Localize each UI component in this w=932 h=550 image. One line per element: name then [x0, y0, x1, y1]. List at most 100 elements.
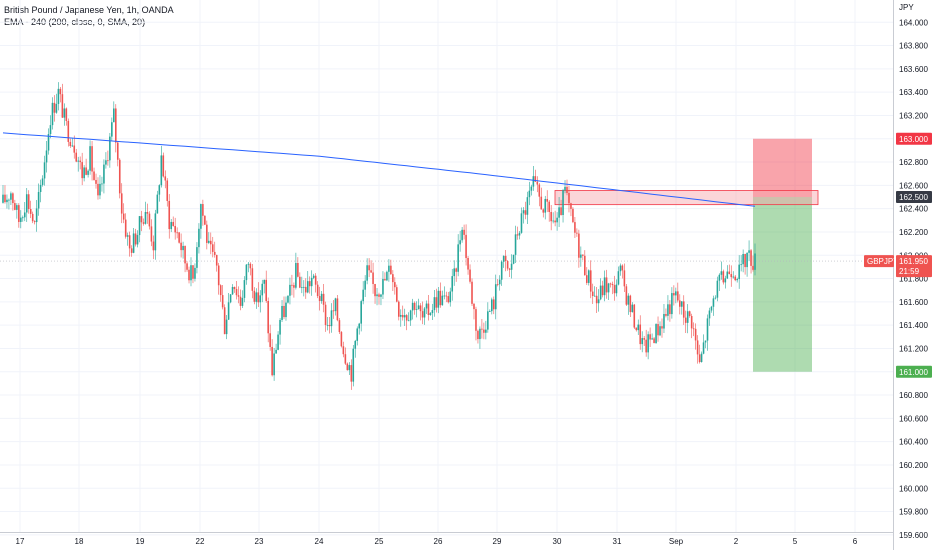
candle-body	[269, 333, 271, 347]
candle-body	[200, 204, 202, 229]
candle-body	[378, 294, 380, 297]
resistance-zone	[554, 190, 819, 206]
candle-body	[208, 240, 210, 243]
candle-body	[718, 274, 721, 281]
candle-body	[134, 233, 137, 245]
candle-body	[350, 365, 353, 382]
candle-body	[591, 291, 594, 297]
candle-body	[322, 293, 325, 305]
price-badge-target	[896, 365, 932, 378]
candle-body	[257, 292, 260, 303]
candle-body	[506, 261, 509, 269]
candle-body	[37, 192, 40, 209]
candle-body	[560, 207, 562, 216]
candle-body	[631, 304, 634, 313]
candle-body	[83, 167, 85, 179]
candle-body	[409, 310, 412, 321]
candle-body	[358, 323, 361, 329]
candle-body	[316, 284, 319, 297]
candle-body	[281, 305, 283, 320]
candle-body	[162, 155, 165, 177]
candle-body	[160, 155, 163, 186]
candle-body	[301, 286, 303, 288]
candle-body	[417, 305, 420, 310]
candle-body	[653, 338, 655, 344]
candle-body	[261, 283, 264, 296]
candle-body	[611, 283, 614, 286]
candle-body	[59, 88, 62, 95]
candle-body	[21, 217, 24, 219]
candle-body	[71, 145, 74, 147]
candle-body	[105, 160, 107, 165]
x-tick-label: 6	[853, 537, 858, 546]
candle-body	[63, 108, 66, 118]
candle-body	[477, 330, 479, 340]
candle-body	[29, 209, 32, 214]
candle-body	[578, 233, 580, 258]
candle-body	[461, 229, 463, 241]
candle-body	[698, 354, 701, 363]
candle-body	[655, 324, 657, 344]
candle-body	[558, 207, 560, 218]
candle-body	[419, 305, 422, 312]
candle-body	[213, 251, 216, 255]
candle-body	[209, 240, 212, 245]
candle-body	[734, 276, 737, 281]
position-zones	[0, 138, 893, 372]
candle-body	[661, 326, 663, 329]
candle-body	[572, 208, 574, 223]
candle-body	[188, 269, 190, 281]
candle-body	[712, 298, 715, 307]
candle-body	[538, 184, 541, 197]
candle-body	[41, 178, 44, 185]
candle-body	[12, 193, 14, 204]
y-tick-label: 160.200	[899, 461, 928, 470]
y-tick-label: 163.400	[899, 88, 928, 97]
candle-body	[382, 278, 384, 295]
candle-body	[33, 221, 36, 223]
candle-body	[198, 228, 200, 248]
candle-body	[231, 286, 234, 295]
candle-body	[25, 194, 28, 213]
candle-body	[306, 281, 309, 293]
candle-body	[184, 245, 186, 264]
candle-body	[552, 220, 554, 222]
candle-body	[542, 209, 545, 213]
candle-body	[132, 233, 135, 253]
candle-body	[504, 255, 507, 262]
candle-body	[166, 180, 169, 201]
candle-body	[130, 248, 133, 253]
candle-body	[27, 194, 30, 210]
candle-body	[67, 120, 70, 142]
candle-body	[706, 318, 709, 341]
candle-body	[445, 295, 448, 297]
candle-body	[413, 302, 416, 310]
candle-body	[431, 310, 434, 314]
candle-body	[388, 265, 390, 272]
candle-body	[180, 242, 182, 251]
legend-title: British Pound / Japanese Yen, 1h, OANDA	[4, 5, 174, 15]
price-badge-dark	[896, 191, 932, 203]
candle-body	[475, 309, 477, 331]
candle-body	[277, 334, 279, 350]
candle-body	[376, 294, 378, 297]
candle-body	[263, 279, 266, 284]
candle-body	[109, 136, 111, 161]
candle-body	[546, 198, 549, 202]
candle-body	[483, 329, 485, 333]
candle-body	[196, 247, 198, 268]
candle-body	[451, 276, 454, 292]
candle-body	[51, 102, 54, 126]
candle-body	[457, 244, 459, 272]
candle-body	[544, 198, 547, 213]
candle-body	[362, 289, 364, 302]
candle-body	[124, 219, 127, 237]
candle-body	[582, 254, 584, 256]
candle-body	[607, 283, 610, 293]
candle-body	[534, 176, 537, 182]
candle-body	[633, 304, 636, 328]
candle-body	[245, 264, 248, 281]
candle-body	[463, 229, 465, 235]
candle-body	[6, 199, 8, 203]
